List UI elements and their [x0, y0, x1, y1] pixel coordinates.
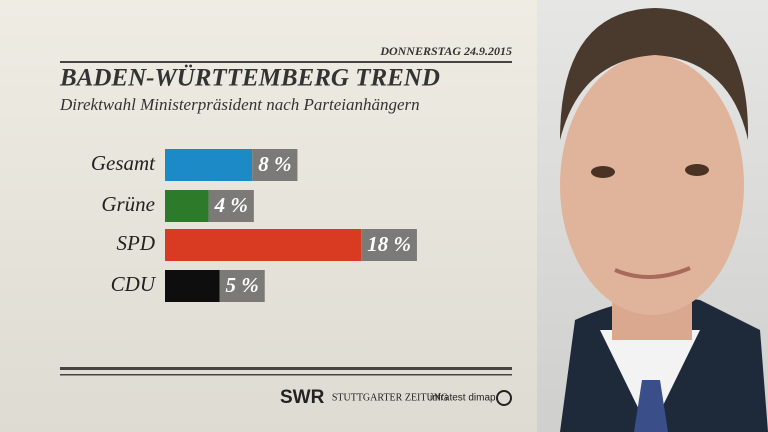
bar	[165, 270, 220, 302]
source-logo: SWR	[280, 387, 325, 408]
value-box	[252, 149, 298, 181]
category-label: Grüne	[101, 192, 155, 216]
rule	[60, 367, 512, 370]
chart-subtitle: Direktwahl Ministerpräsident nach Partei…	[59, 95, 420, 114]
portrait	[537, 0, 768, 432]
value-label: 18 %	[367, 232, 411, 256]
rule	[60, 61, 512, 63]
value-label: 4 %	[214, 193, 248, 217]
date: DONNERSTAG 24.9.2015	[379, 44, 512, 58]
category-label: Gesamt	[91, 151, 156, 175]
face	[560, 55, 744, 315]
category-label: CDU	[111, 272, 157, 296]
source-logo: infratest dimap	[430, 393, 496, 404]
logo-icon	[496, 390, 512, 406]
eye	[591, 166, 615, 178]
category-label: SPD	[117, 231, 156, 255]
mouth	[614, 266, 691, 280]
chart-title: BADEN-WÜRTTEMBERG TREND	[59, 65, 440, 92]
value-box	[361, 229, 417, 261]
bar	[165, 229, 362, 261]
value-label: 8 %	[258, 152, 291, 176]
hair	[560, 8, 749, 140]
rule	[60, 374, 512, 376]
bar	[165, 149, 253, 181]
tie	[634, 380, 668, 432]
bar	[165, 190, 209, 222]
eye	[685, 164, 709, 176]
panel	[0, 0, 537, 432]
value-label: 5 %	[226, 273, 259, 297]
source-logo: STUTTGARTER ZEITUNG	[332, 392, 448, 403]
value-box	[208, 190, 254, 222]
value-box	[219, 270, 265, 302]
